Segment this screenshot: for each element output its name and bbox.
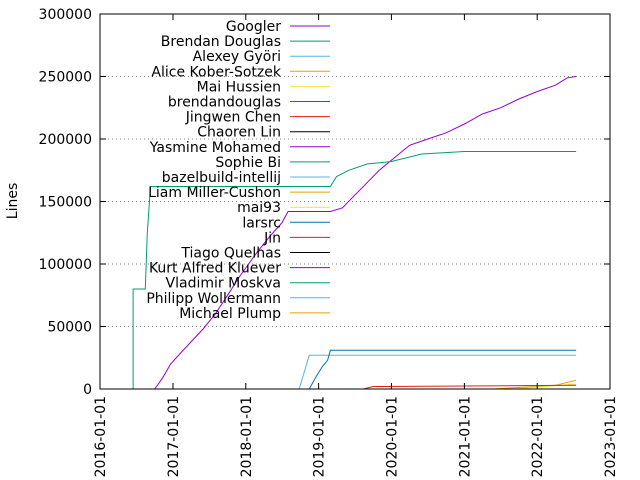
y-tick-label: 200000 <box>39 132 92 148</box>
legend-label: Googler <box>226 19 281 35</box>
series-line-2 <box>132 151 577 389</box>
legend-label: Mai Hussien <box>197 79 281 95</box>
gridlines <box>100 76 610 327</box>
legend-item: brendandouglas <box>168 95 330 111</box>
y-tick-label: 300000 <box>39 7 92 23</box>
legend-item: Sophie Bi <box>215 155 330 171</box>
x-axis-ticks: 2016-01-01 2017-01-01 2018-01-01 2019-01-01… <box>93 14 619 477</box>
x-tick-label: 2017-01-01 <box>166 396 182 477</box>
legend-label: larsrc <box>242 215 281 231</box>
legend-label: Liam Miller-Cushon <box>148 185 281 201</box>
legend-item: larsrc <box>242 215 330 231</box>
x-tick-label: 2021-01-01 <box>457 396 473 477</box>
legend-item: bazelbuild-intellij <box>162 170 330 186</box>
legend-item: Kurt Alfred Kluever <box>149 261 330 277</box>
y-tick-label: 50000 <box>47 320 92 336</box>
legend-label: Chaoren Lin <box>197 125 281 141</box>
legend-item: Mai Hussien <box>197 79 330 95</box>
legend-item: Googler <box>226 19 330 35</box>
series-line-3 <box>298 354 577 390</box>
legend-label: Alexey Györi <box>193 49 281 65</box>
y-tick-label: 150000 <box>39 195 92 211</box>
legend-item: Brendan Douglas <box>161 34 330 50</box>
y-tick-label: 100000 <box>39 257 92 273</box>
legend-label: Michael Plump <box>179 306 281 322</box>
y-tick-label: 250000 <box>39 70 92 86</box>
y-tick-label: 0 <box>83 382 92 398</box>
legend-label: Kurt Alfred Kluever <box>149 261 281 277</box>
y-axis-ticks: 0 50000 100000 150000 200000 250000 300000 <box>39 7 610 398</box>
legend-item: Vladimir Moskva <box>166 276 330 292</box>
legend-item: Michael Plump <box>179 306 330 322</box>
legend-item: Philipp Wollermann <box>146 291 330 307</box>
legend-label: Alice Kober-Sotzek <box>151 64 281 80</box>
legend-item: mai93 <box>237 200 330 216</box>
legend-item: Alice Kober-Sotzek <box>151 64 330 80</box>
series-lines <box>132 76 577 390</box>
legend-item: Chaoren Lin <box>197 125 330 141</box>
legend-item: Yasmine Mohamed <box>149 140 330 156</box>
legend-label: bazelbuild-intellij <box>162 170 281 186</box>
legend-label: Brendan Douglas <box>161 34 281 50</box>
x-tick-label: 2019-01-01 <box>312 396 328 477</box>
x-tick-label: 2018-01-01 <box>239 396 255 477</box>
x-tick-label: 2016-01-01 <box>93 396 109 477</box>
x-tick-label: 2023-01-01 <box>603 396 619 477</box>
legend-item: Tiago Quelhas <box>180 246 330 262</box>
legend-label: Tiago Quelhas <box>180 246 281 262</box>
legend-label: Philipp Wollermann <box>146 291 281 307</box>
legend-item: Alexey Györi <box>193 49 330 65</box>
legend-label: mai93 <box>237 200 281 216</box>
x-tick-label: 2020-01-01 <box>384 396 400 477</box>
legend-item: Liam Miller-Cushon <box>148 185 330 201</box>
legend-item: Jingwen Chen <box>185 110 330 126</box>
legend-label: Vladimir Moskva <box>166 276 281 292</box>
legend-label: Jin <box>263 230 281 246</box>
legend-label: Yasmine Mohamed <box>149 140 281 156</box>
legend-item: Jin <box>263 230 330 246</box>
legend-label: Jingwen Chen <box>185 110 281 126</box>
series-line-6 <box>308 349 577 390</box>
x-tick-label: 2022-01-01 <box>530 396 546 477</box>
series-line-7 <box>363 384 577 390</box>
y-axis-title: Lines <box>5 183 21 219</box>
legend-label: Sophie Bi <box>215 155 281 171</box>
legend-label: brendandouglas <box>168 95 281 111</box>
series-line-1 <box>154 76 577 390</box>
